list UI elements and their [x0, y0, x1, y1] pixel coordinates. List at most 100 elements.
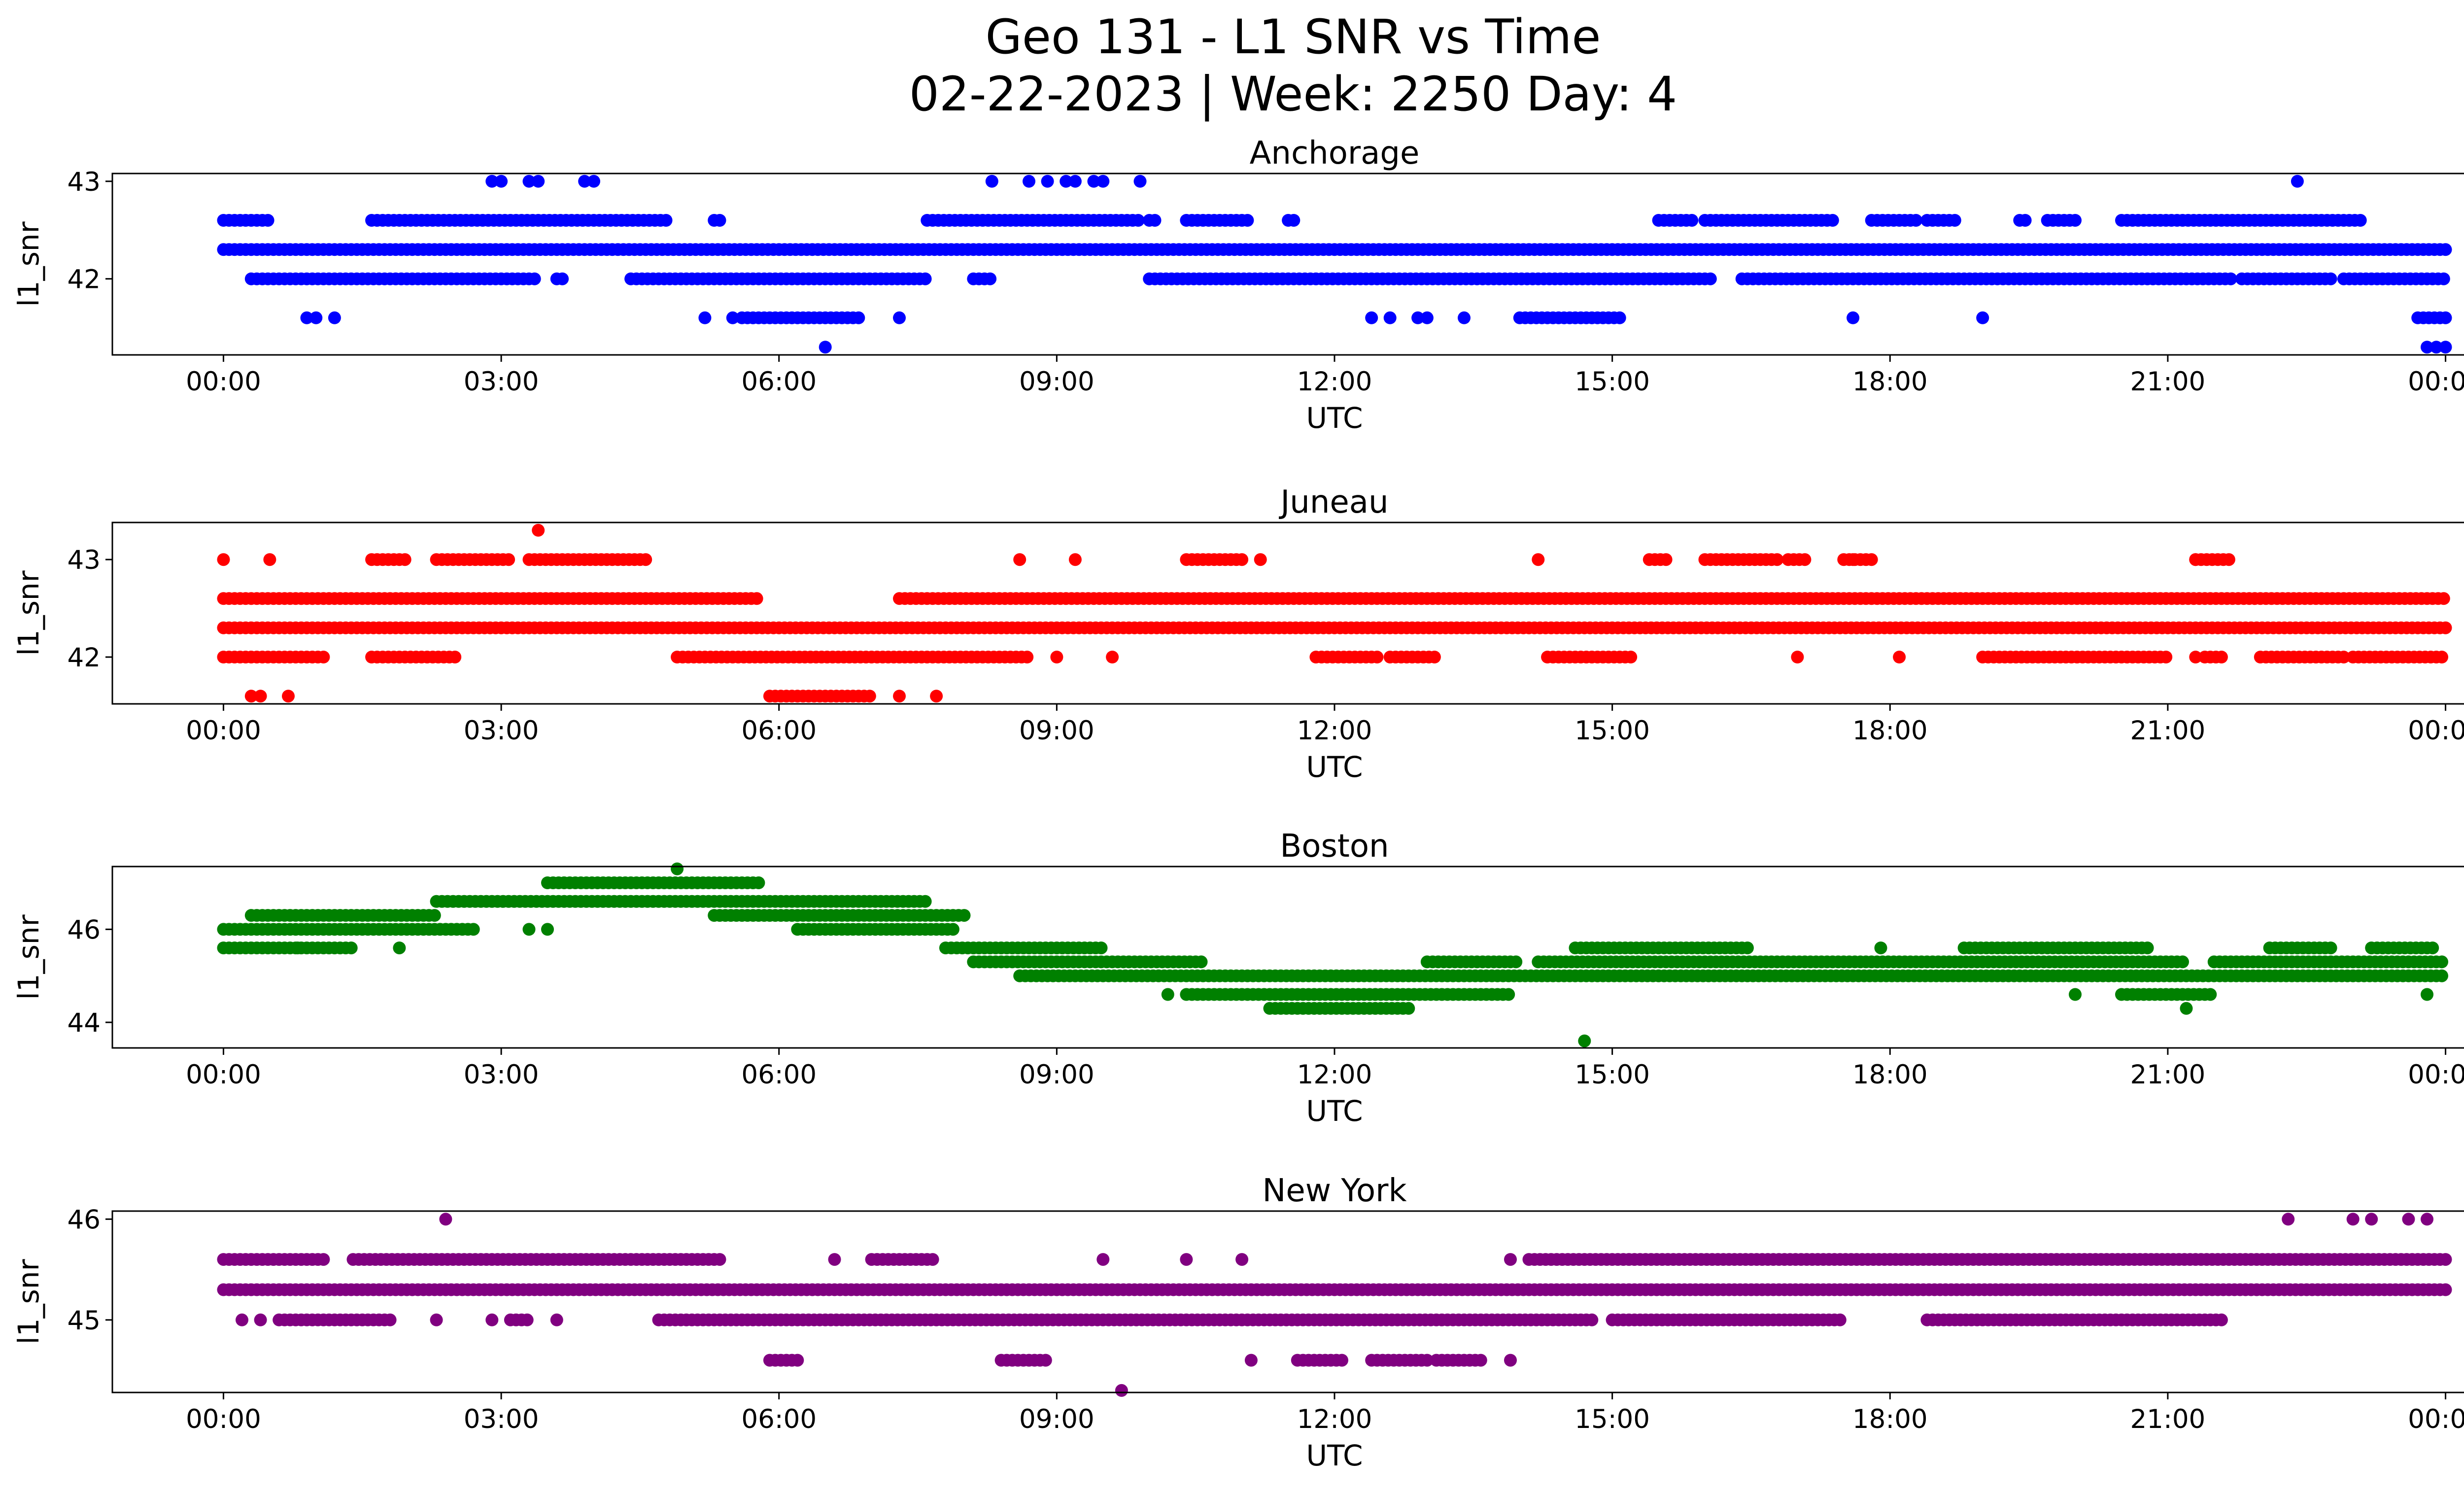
data-point [532, 174, 545, 188]
data-point [1826, 214, 1839, 227]
data-point [2437, 592, 2450, 605]
data-point [1365, 311, 1378, 324]
scatter-points-anchorage [217, 174, 2452, 354]
data-point [1578, 1034, 1591, 1047]
data-point [2430, 341, 2443, 354]
data-point [893, 311, 906, 324]
data-point [300, 311, 313, 324]
y-tick-label: 43 [68, 545, 101, 575]
y-axis-label: l1_snr [12, 914, 45, 1000]
data-point [578, 174, 591, 188]
x-tick-label: 18:00 [1852, 367, 1928, 397]
y-axis-label: l1_snr [12, 570, 45, 656]
data-point [919, 895, 932, 908]
y-axis-label: l1_snr [12, 1259, 45, 1344]
y-axis-label: l1_snr [12, 221, 45, 307]
data-point [261, 214, 274, 227]
subplot-boston: Boston 00:00 03:00 06:00 09:00 12:00 15:00 18:0… [12, 828, 2464, 1128]
data-point [291, 941, 304, 955]
x-tick-label: 03:00 [464, 1060, 539, 1090]
data-point [439, 1213, 452, 1226]
x-tick-label: 00:00 [2408, 367, 2464, 397]
data-point [863, 690, 876, 703]
data-point [2215, 651, 2228, 663]
data-point [1909, 214, 1922, 227]
scatter-points-juneau [217, 523, 2452, 703]
data-point [828, 1253, 841, 1266]
x-tick-label: 21:00 [2130, 716, 2206, 746]
x-tick-label: 12:00 [1297, 716, 1372, 746]
x-tick-label: 00:00 [186, 716, 261, 746]
data-point [698, 311, 712, 324]
x-tick-label: 15:00 [1574, 716, 1650, 746]
data-point [1509, 955, 1523, 969]
data-point [1180, 1253, 1193, 1266]
x-tick-label: 09:00 [1019, 367, 1095, 397]
subplot-title: New York [1262, 1173, 1406, 1209]
data-point [254, 1313, 267, 1326]
data-point [671, 862, 684, 875]
data-point [1133, 174, 1147, 188]
data-point [2439, 1253, 2452, 1266]
data-point [2435, 955, 2448, 969]
data-point [726, 311, 739, 324]
data-point [958, 909, 971, 922]
data-point [550, 1313, 563, 1326]
data-point [930, 690, 943, 703]
data-point [713, 1253, 726, 1266]
data-point [2439, 341, 2452, 354]
x-axis-label: UTC [1306, 1094, 1363, 1128]
y-tick-label: 44 [68, 1008, 101, 1038]
data-point [2019, 214, 2032, 227]
data-point [317, 1253, 330, 1266]
data-point [1095, 941, 1108, 955]
data-point [1847, 553, 1860, 566]
x-tick-label: 00:00 [186, 1404, 261, 1434]
x-axis-label: UTC [1306, 401, 1363, 435]
data-point [2141, 941, 2154, 955]
scatter-points-boston [217, 862, 2448, 1047]
data-point [2421, 988, 2433, 1001]
data-point [852, 311, 865, 324]
data-point [791, 1354, 804, 1367]
x-tick-label: 15:00 [1574, 367, 1650, 397]
data-point [1383, 311, 1397, 324]
data-point [495, 174, 508, 188]
data-point [1798, 553, 1812, 566]
data-point [893, 690, 906, 703]
data-point [1833, 1313, 1847, 1326]
x-tick-label: 09:00 [1019, 1060, 1095, 1090]
y-tick-label: 46 [68, 915, 101, 945]
data-point [448, 651, 462, 663]
y-tick-label: 42 [68, 643, 101, 673]
x-tick-label: 00:00 [2408, 1060, 2464, 1090]
data-point [1235, 553, 1249, 566]
data-point [398, 553, 411, 566]
data-point [2224, 272, 2237, 285]
data-point [1504, 1253, 1517, 1266]
data-point [1402, 1002, 1415, 1015]
data-point [2337, 651, 2350, 663]
data-point [522, 923, 536, 936]
data-point [2346, 1213, 2360, 1226]
data-point [1050, 651, 1063, 663]
x-tick-label: 12:00 [1297, 1060, 1372, 1090]
data-point [1613, 311, 1626, 324]
data-point [1474, 1354, 1487, 1367]
data-point [2176, 955, 2189, 969]
x-tick-label: 00:00 [186, 1060, 261, 1090]
data-point [2069, 214, 2082, 227]
data-point [2435, 651, 2448, 663]
x-tick-label: 00:00 [186, 367, 261, 397]
data-point [2439, 243, 2452, 256]
x-tick-label: 18:00 [1852, 1404, 1928, 1434]
data-point [587, 174, 600, 188]
data-point [2421, 341, 2433, 354]
data-point [2291, 174, 2304, 188]
data-point [2402, 1213, 2415, 1226]
data-point [2437, 272, 2450, 285]
data-point [485, 174, 499, 188]
data-point [946, 923, 959, 936]
data-point [1068, 553, 1082, 566]
data-point [1161, 988, 1174, 1001]
